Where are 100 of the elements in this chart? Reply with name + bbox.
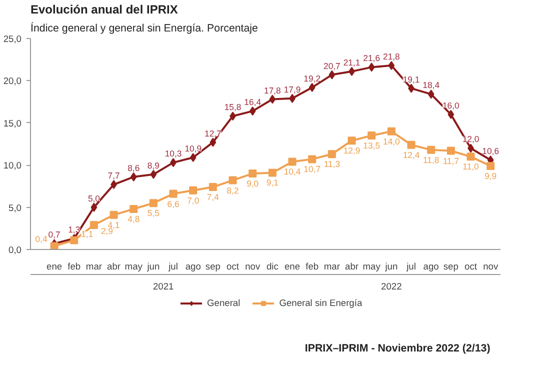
point (190, 153, 196, 162)
y-tick-label: 5,0 (8, 202, 22, 213)
point (90, 202, 98, 212)
x-tick-label: jun (146, 262, 160, 272)
point (208, 183, 217, 192)
y-tick-label: 20,0 (3, 76, 22, 86)
data-label: 6,6 (167, 198, 180, 209)
point (446, 146, 455, 155)
data-label: 10,3 (164, 148, 182, 159)
point (210, 138, 216, 147)
x-tick-label: jul (406, 262, 416, 272)
data-label: 7,4 (206, 192, 220, 202)
x-tick-label: oct (464, 262, 478, 272)
point (268, 168, 276, 177)
data-label: 0,7 (48, 230, 60, 240)
point (149, 199, 158, 208)
data-label: 16,4 (244, 97, 262, 108)
data-label: 12,9 (343, 146, 360, 156)
data-label: 13,5 (363, 140, 380, 151)
x-tick-label: ago (185, 262, 201, 272)
x-tick-label: nov (483, 262, 498, 272)
x-tick-label: ene (46, 262, 62, 272)
x-tick-label: may (124, 262, 143, 272)
point (169, 190, 178, 198)
x-tick-label: feb (306, 262, 319, 272)
x-tick-label: mar (86, 262, 102, 272)
x-tick-label: oct (226, 262, 240, 272)
point (387, 127, 396, 136)
data-label: 9,9 (484, 170, 497, 181)
data-label: 19,2 (304, 73, 321, 84)
data-label: 21,6 (363, 53, 380, 64)
data-label: 5,0 (88, 193, 100, 204)
point (150, 170, 157, 179)
data-label: 16,0 (442, 100, 460, 110)
data-label: 1,1 (81, 229, 94, 240)
data-label: 15,8 (224, 102, 242, 112)
x-tick-label: nov (245, 262, 260, 272)
point (328, 70, 336, 80)
x-tick-label: abr (345, 262, 359, 272)
data-label: 21,8 (383, 52, 400, 62)
y-tick-label: 0,0 (8, 245, 22, 255)
data-label: 12,0 (462, 134, 480, 144)
legend-label: General (207, 298, 240, 308)
data-label: 5,5 (147, 208, 160, 218)
point (486, 162, 495, 170)
point (407, 140, 416, 149)
data-label: 4,8 (128, 214, 140, 224)
point (388, 61, 395, 70)
text: 2021 (152, 282, 174, 292)
x-tick-label: jul (168, 262, 178, 272)
x-tick-label: mar (324, 262, 340, 272)
x-tick-label: dic (266, 262, 279, 272)
point (228, 176, 237, 184)
text: 2022 (381, 282, 402, 292)
data-label: 21,1 (343, 57, 360, 68)
data-label: 20,7 (324, 60, 341, 71)
point (466, 152, 475, 161)
point (110, 210, 118, 219)
point (368, 62, 375, 72)
data-label: 8,2 (226, 185, 239, 196)
data-label: 19,1 (402, 74, 420, 84)
point (130, 204, 138, 213)
data-label: 17,9 (284, 84, 301, 94)
data-label: 10,9 (184, 144, 202, 154)
y-tick-label: 10,0 (3, 160, 22, 171)
data-label: 7,7 (108, 170, 120, 181)
data-label: 12,4 (402, 150, 420, 160)
data-label: 4,1 (108, 220, 120, 230)
point (50, 242, 58, 250)
point (368, 132, 376, 140)
data-label: 11,7 (442, 156, 460, 166)
data-label: 17,8 (264, 85, 282, 96)
data-label: 8,9 (147, 160, 160, 170)
data-label: 11,8 (422, 154, 440, 165)
x-tick-label: abr (107, 262, 121, 272)
chart-subtitle: Índice general y general sin Energía. Porcentaje (30, 22, 258, 34)
x-tick-label: jun (384, 262, 398, 272)
point (427, 146, 436, 154)
point (348, 136, 356, 145)
text: IPRIX–IPRIM - Noviembre 2022 (2/13) (304, 342, 491, 354)
point (308, 155, 316, 164)
data-label: 14,0 (383, 136, 400, 146)
data-label: 18,4 (422, 80, 440, 90)
x-tick-label: ene (284, 262, 300, 272)
data-label: 9,0 (246, 178, 259, 189)
point (269, 94, 276, 104)
data-label: 1,3 (68, 224, 80, 235)
data-label: 12,7 (204, 128, 222, 138)
y-tick-label: 25,0 (3, 34, 22, 44)
legend-label: General sin Energía (279, 298, 362, 308)
x-tick-label: sep (443, 262, 458, 272)
point (288, 158, 296, 166)
data-label: 11,3 (324, 159, 340, 170)
x-tick-label: feb (68, 262, 81, 272)
data-label: 8,6 (128, 162, 140, 173)
data-label: 10,6 (482, 146, 500, 156)
y-tick-label: 15,0 (3, 118, 22, 128)
x-tick-label: sep (205, 262, 220, 272)
point (428, 90, 434, 99)
data-label: 10,7 (304, 164, 321, 174)
